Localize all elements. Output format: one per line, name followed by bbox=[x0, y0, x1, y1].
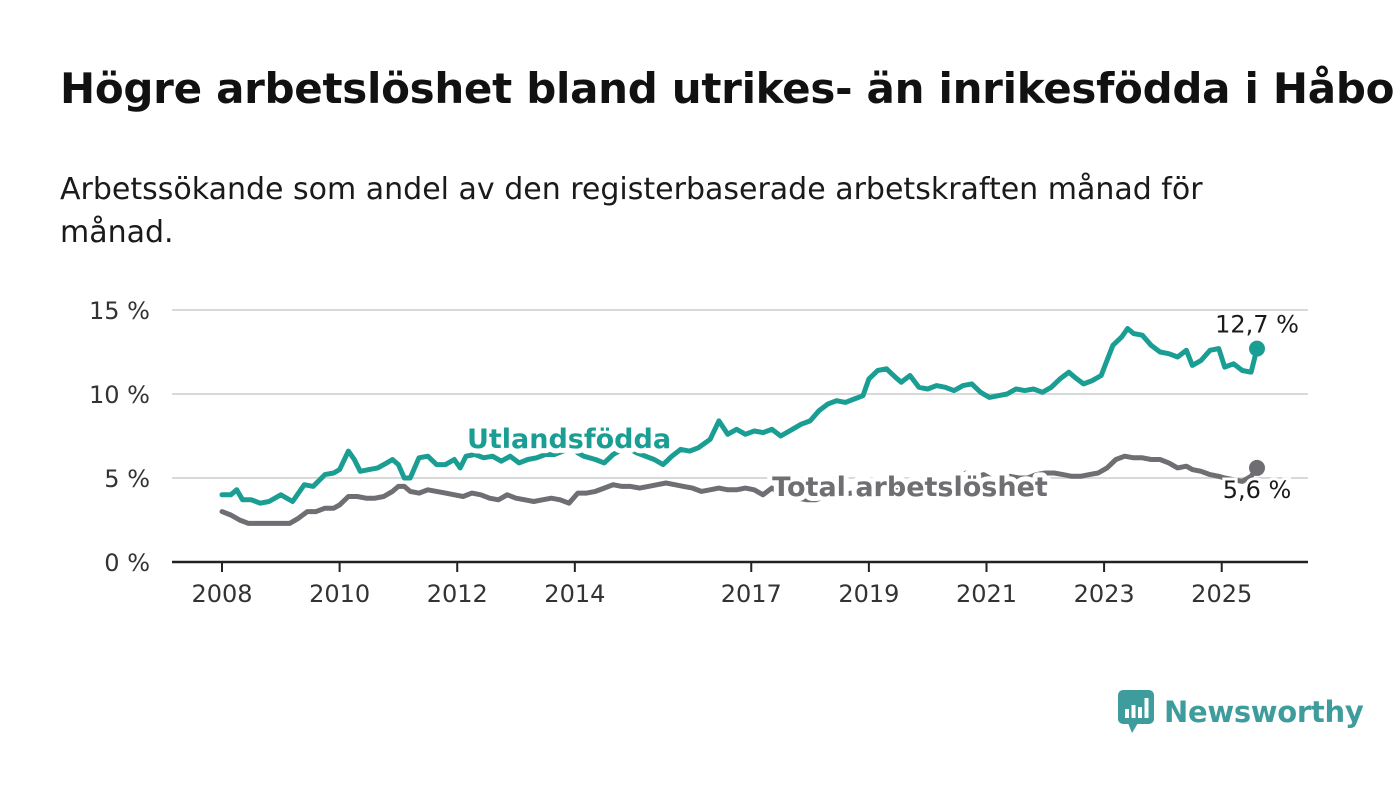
x-tick-label: 2012 bbox=[427, 580, 488, 608]
end-value-label-utlandsfodda: 12,7 % bbox=[1215, 311, 1299, 339]
series-label-utlandsfodda-halo: Utlandsfödda bbox=[467, 424, 671, 455]
end-value-label-total: 5,6 % bbox=[1223, 476, 1292, 504]
x-tick-label: 2010 bbox=[309, 580, 370, 608]
y-tick-label: 15 % bbox=[89, 297, 150, 325]
y-tick-label: 0 % bbox=[104, 549, 150, 577]
y-tick-label: 10 % bbox=[89, 381, 150, 409]
end-marker-total bbox=[1249, 459, 1265, 476]
newsworthy-logo-icon bbox=[1118, 690, 1154, 733]
x-tick-label: 2025 bbox=[1191, 580, 1252, 608]
x-tick-label: 2008 bbox=[191, 580, 252, 608]
series-line-total bbox=[219, 453, 1260, 526]
end-marker-utlandsfodda bbox=[1249, 340, 1265, 357]
series-line-utlandsfodda bbox=[219, 326, 1260, 506]
chart-subtitle: Arbetssökande som andel av den registerb… bbox=[60, 172, 1203, 250]
x-tick-label: 2023 bbox=[1074, 580, 1135, 608]
newsworthy-wordmark: Newsworthy bbox=[1164, 695, 1364, 729]
x-tick-label: 2021 bbox=[956, 580, 1017, 608]
x-tick-label: 2017 bbox=[721, 580, 782, 608]
newsworthy-logo: Newsworthy bbox=[1118, 690, 1364, 734]
y-tick-label: 5 % bbox=[104, 465, 150, 493]
series-label-utlandsfodda: Utlandsfödda bbox=[467, 424, 671, 455]
x-tick-label: 2019 bbox=[838, 580, 899, 608]
series-label-total: Total arbetslöshet bbox=[772, 472, 1048, 503]
chart-title: Högre arbetslöshet bland utrikes- än inr… bbox=[60, 64, 1395, 113]
series-label-total-halo: Total arbetslöshet bbox=[772, 472, 1048, 503]
x-tick-label: 2014 bbox=[544, 580, 605, 608]
